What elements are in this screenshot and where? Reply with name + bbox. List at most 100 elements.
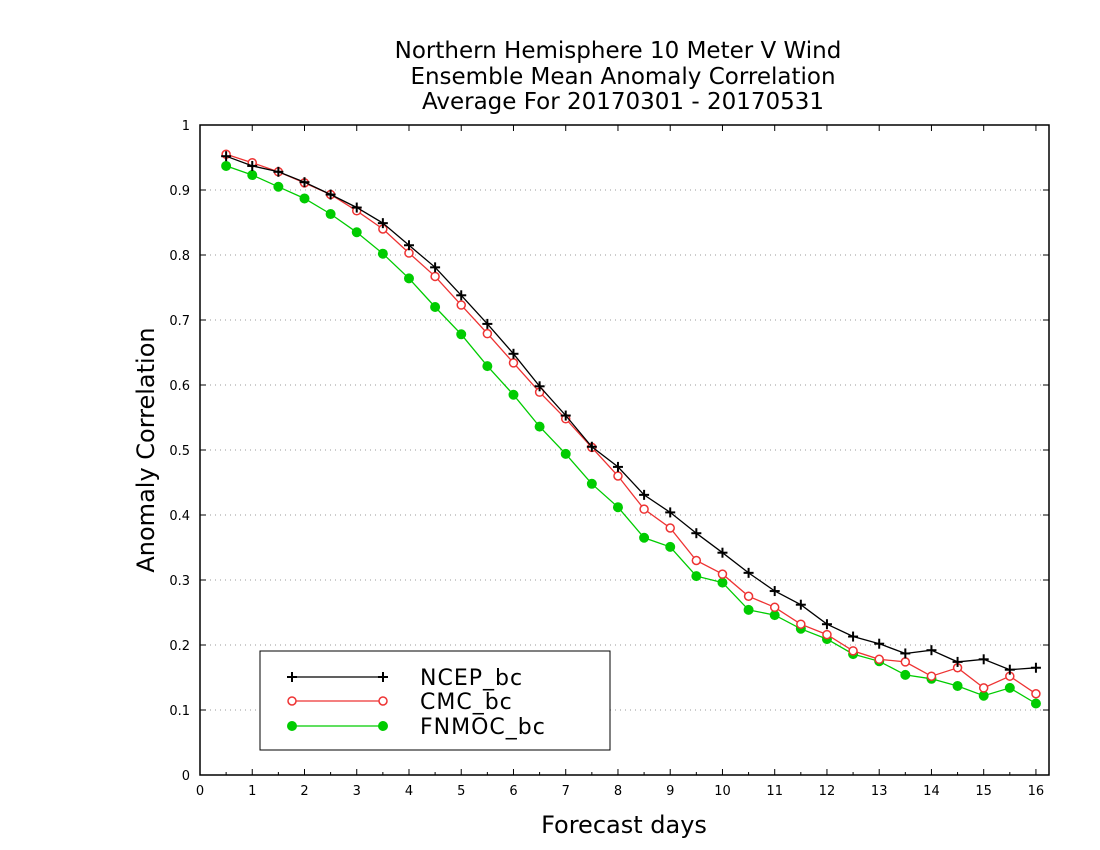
data-point-FNMOC_bc <box>900 669 911 680</box>
chart-title-line-1: Northern Hemisphere 10 Meter V Wind <box>395 38 842 64</box>
series-NCEP_bc <box>221 151 1041 675</box>
data-point-CMC_bc <box>848 646 858 656</box>
data-point-NCEP_bc <box>586 441 597 452</box>
data-point-NCEP_bc <box>1004 664 1015 675</box>
legend-label: FNMOC_bc <box>420 715 546 740</box>
series-line-FNMOC_bc <box>225 165 1037 705</box>
x-tick-label: 12 <box>819 784 836 799</box>
data-point-NCEP_bc <box>691 528 702 539</box>
data-point-NCEP_bc <box>430 262 441 273</box>
data-point-CMC_bc <box>613 471 623 481</box>
legend-label: NCEP_bc <box>420 666 523 691</box>
data-point-NCEP_bc <box>612 461 623 472</box>
data-point-CMC_bc <box>1031 689 1041 699</box>
x-tick-label: 5 <box>457 784 465 799</box>
data-point-FNMOC_bc <box>1030 698 1041 709</box>
x-tick-label: 15 <box>975 784 992 799</box>
data-point-NCEP_bc <box>299 177 310 188</box>
x-tick-label: 14 <box>923 784 940 799</box>
data-point-NCEP_bc <box>1030 662 1041 673</box>
y-tick-label: 0.7 <box>169 314 190 329</box>
data-point-FNMOC_bc <box>377 248 388 259</box>
data-point-CMC_bc <box>926 671 937 681</box>
data-point-CMC_bc <box>900 657 911 667</box>
data-point-CMC_bc <box>639 504 649 514</box>
grid-lines <box>200 189 1049 711</box>
data-point-NCEP_bc <box>403 240 414 251</box>
legend-marker-start <box>287 696 297 706</box>
legend-marker-start <box>287 721 297 731</box>
data-point-FNMOC_bc <box>560 448 571 459</box>
data-point-CMC_bc <box>482 328 493 339</box>
data-point-FNMOC_bc <box>351 227 362 238</box>
data-point-NCEP_bc <box>560 410 571 421</box>
x-tick-label: 9 <box>666 784 674 799</box>
y-tick-label: 1 <box>182 119 190 134</box>
data-point-NCEP_bc <box>952 656 963 667</box>
x-tick-label: 3 <box>353 784 361 799</box>
data-point-CMC_bc <box>874 654 884 665</box>
data-point-FNMOC_bc <box>586 478 597 489</box>
data-point-CMC_bc <box>665 523 675 533</box>
data-point-FNMOC_bc <box>691 571 702 582</box>
x-tick-label: 7 <box>562 784 570 799</box>
data-point-NCEP_bc <box>926 645 937 656</box>
data-point-CMC_bc <box>430 271 440 282</box>
data-point-NCEP_bc <box>377 218 388 229</box>
legend-marker-end <box>378 696 388 706</box>
data-point-NCEP_bc <box>639 489 650 500</box>
chart-title: Northern Hemisphere 10 Meter V Wind Ense… <box>395 38 842 115</box>
y-tick-label: 0.9 <box>169 184 190 199</box>
x-tick-label: 13 <box>871 784 888 799</box>
data-point-NCEP_bc <box>351 202 362 213</box>
data-point-FNMOC_bc <box>430 302 441 312</box>
data-point-FNMOC_bc <box>665 541 676 552</box>
data-point-FNMOC_bc <box>456 329 467 340</box>
x-tick-label: 16 <box>1028 784 1045 799</box>
data-point-CMC_bc <box>691 555 702 566</box>
series-line-CMC_bc <box>225 153 1037 695</box>
x-tick-label: 6 <box>509 784 517 799</box>
data-point-FNMOC_bc <box>743 604 754 615</box>
x-tick-label: 0 <box>196 784 204 799</box>
series-line-NCEP_bc <box>225 155 1036 671</box>
data-point-NCEP_bc <box>221 151 232 162</box>
data-point-CMC_bc <box>508 358 519 368</box>
data-point-NCEP_bc <box>874 638 885 649</box>
data-point-FNMOC_bc <box>299 193 310 204</box>
data-point-FNMOC_bc <box>1004 682 1015 693</box>
data-point-NCEP_bc <box>247 160 258 171</box>
data-point-FNMOC_bc <box>273 181 284 192</box>
x-tick-label: 10 <box>714 784 731 799</box>
data-point-NCEP_bc <box>665 507 676 518</box>
data-point-NCEP_bc <box>456 290 467 301</box>
series-CMC_bc <box>221 149 1041 699</box>
data-point-FNMOC_bc <box>717 577 728 588</box>
data-point-FNMOC_bc <box>508 389 519 400</box>
legend-item-FNMOC_bc: FNMOC_bc <box>287 715 546 740</box>
data-point-CMC_bc <box>822 629 832 640</box>
legend-marker-end <box>378 672 388 682</box>
y-axis-label: Anomaly Correlation <box>132 327 160 572</box>
data-point-NCEP_bc <box>978 654 989 665</box>
data-point-NCEP_bc <box>717 547 728 558</box>
y-tick-label: 0.8 <box>169 249 190 264</box>
data-point-NCEP_bc <box>482 318 493 329</box>
data-point-NCEP_bc <box>769 586 780 597</box>
data-series <box>221 149 1041 709</box>
data-point-NCEP_bc <box>273 166 284 177</box>
y-tick-label: 0.4 <box>169 509 190 524</box>
data-point-NCEP_bc <box>743 567 754 578</box>
chart-title-line-3: Average For 20170301 - 20170531 <box>422 89 824 115</box>
y-tick-label: 0 <box>182 769 190 784</box>
data-point-CMC_bc <box>769 602 780 613</box>
axes: 00.10.20.30.40.50.60.70.80.910 1 2 3 4 5 6 7 8 9 1… <box>169 119 1049 799</box>
y-tick-label: 0.3 <box>169 574 190 589</box>
data-point-FNMOC_bc <box>639 532 650 543</box>
x-tick-label: 11 <box>766 784 783 799</box>
data-point-NCEP_bc <box>848 631 859 642</box>
data-point-CMC_bc <box>456 300 466 310</box>
series-FNMOC_bc <box>221 160 1041 709</box>
data-point-FNMOC_bc <box>325 209 336 220</box>
